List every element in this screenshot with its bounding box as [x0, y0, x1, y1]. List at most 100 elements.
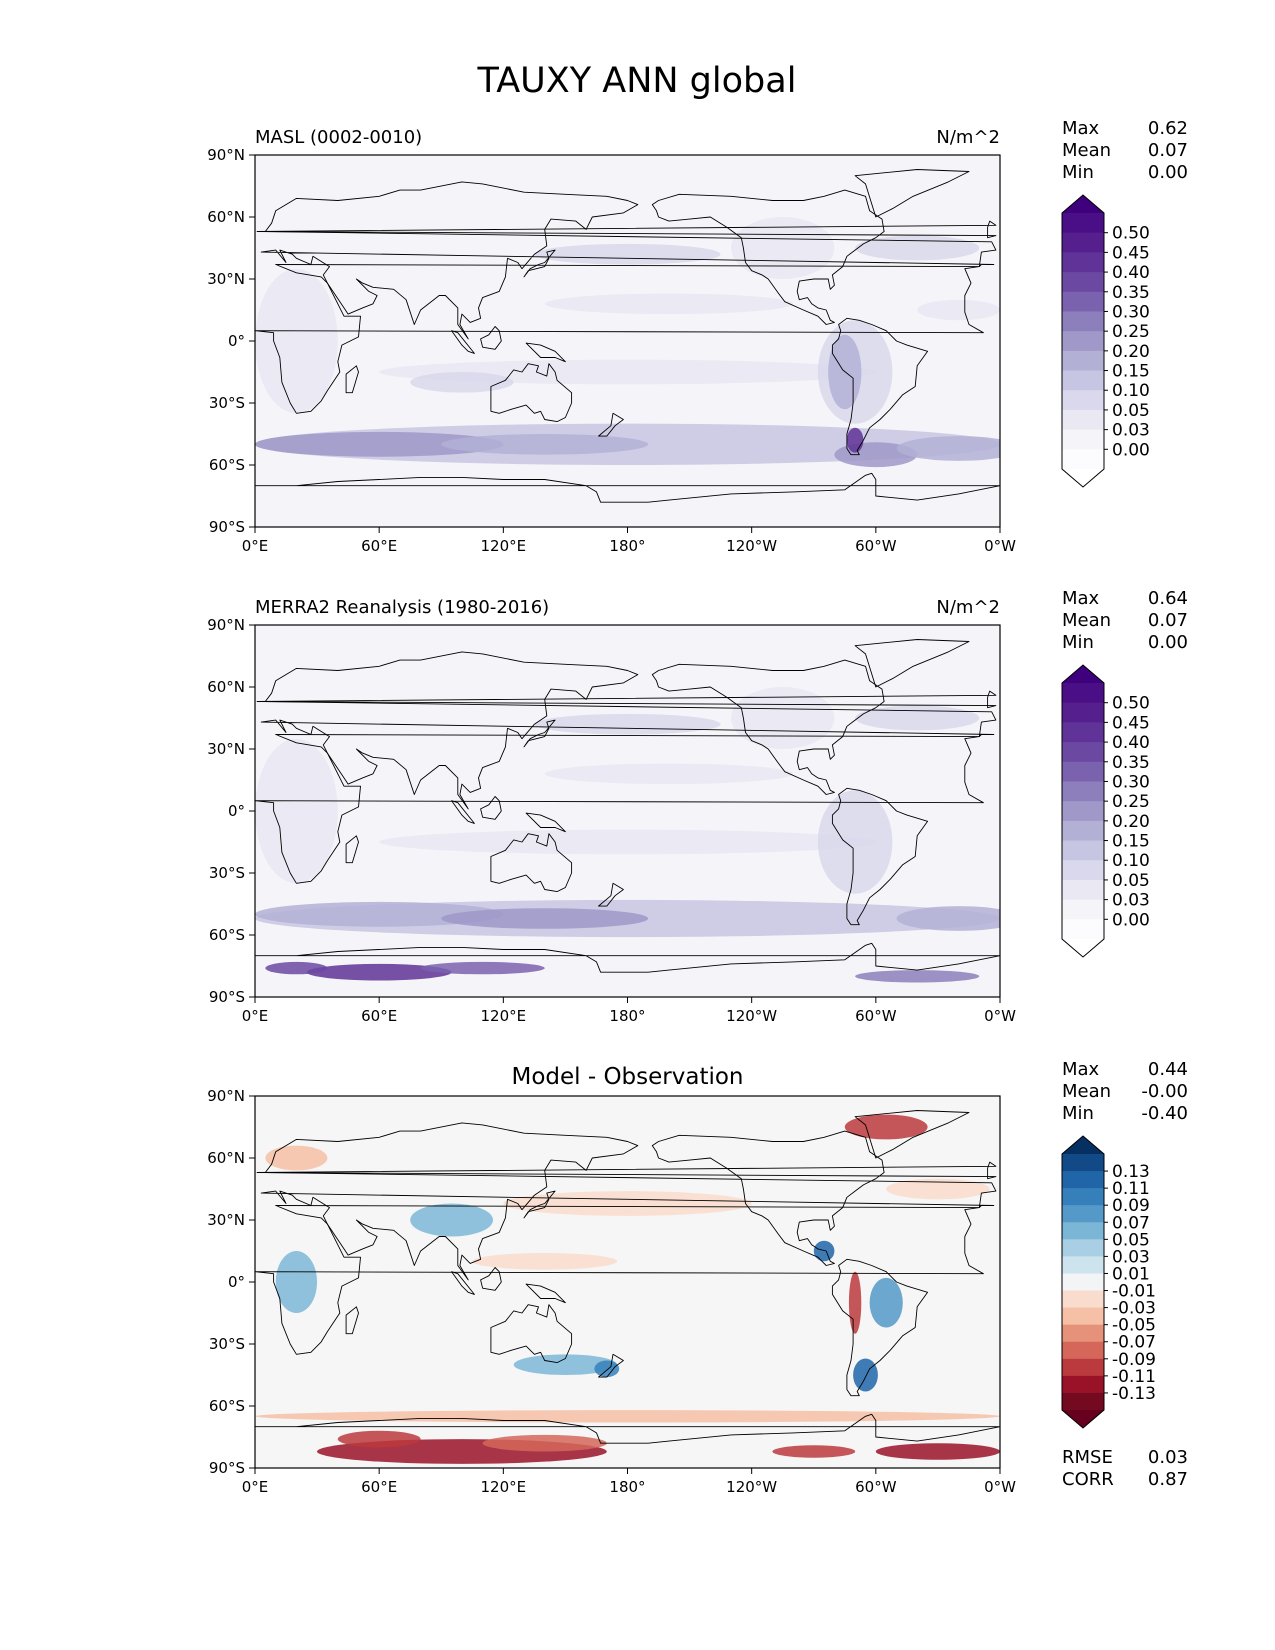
stat-value: 0.62: [1148, 118, 1188, 139]
field-contour: [917, 299, 1000, 321]
colorbar-segment: [1062, 761, 1104, 782]
colorbar-label: -0.03: [1112, 1299, 1156, 1319]
field-contour: [420, 961, 545, 975]
colorbar-label: 0.00: [1112, 910, 1150, 930]
coastline-new-guinea: [525, 812, 566, 833]
field-contours: [255, 206, 1000, 468]
coastlines: [255, 639, 1000, 973]
colorbar-segment: [1062, 1273, 1104, 1292]
coastline-uk: [256, 690, 997, 709]
colorbar-segment: [1062, 683, 1104, 704]
x-tick-label: 120°E: [481, 1007, 527, 1025]
field-contour: [255, 1410, 1000, 1423]
field-contour: [855, 705, 980, 731]
coastline-north-america: [651, 189, 885, 325]
field-contour: [482, 1434, 607, 1452]
colorbar-outline: [1061, 194, 1105, 488]
field-contour: [472, 1253, 618, 1270]
field-contour: [513, 1354, 618, 1375]
field-contour: [853, 1358, 878, 1392]
coastline-antarctica: [255, 942, 1000, 973]
colorbar-label: 0.10: [1112, 381, 1150, 401]
colorbar-label: 0.45: [1112, 713, 1150, 733]
stat-label: Min: [1062, 1103, 1094, 1124]
colorbar-label: 0.00: [1112, 440, 1150, 460]
colorbar-segment: [1062, 390, 1104, 411]
metric-label: RMSE: [1062, 1447, 1113, 1468]
colorbar-segment: [1062, 1239, 1104, 1257]
panel-title: MERRA2 Reanalysis (1980-2016): [255, 597, 549, 618]
field-contour: [896, 436, 1000, 461]
coastline-eurasia: [260, 1122, 997, 1281]
colorbar-label: -0.01: [1112, 1282, 1156, 1302]
colorbar-segment: [1062, 722, 1104, 743]
panel-units: N/m^2: [936, 597, 1000, 618]
field-contour: [846, 427, 864, 453]
colorbar-segment: [1062, 860, 1104, 881]
stat-value: 0.07: [1148, 610, 1188, 631]
metric-value: 0.03: [1148, 1447, 1188, 1468]
y-tick-label: 60°N: [207, 1149, 245, 1167]
colorbar-label: 0.05: [1112, 871, 1150, 891]
coastline-antarctica: [255, 1413, 1000, 1444]
stat-label: Mean: [1062, 610, 1111, 631]
coastline-sumatra: [451, 1271, 475, 1295]
field-contour: [379, 829, 876, 855]
coastline-uk: [256, 220, 997, 239]
field-contour: [255, 901, 504, 927]
colorbar-segment: [1062, 1290, 1104, 1309]
field-contour: [869, 1277, 903, 1328]
field-contour: [731, 217, 835, 279]
panel-title: Model - Observation: [511, 1064, 743, 1090]
coastline-new-zealand: [598, 1353, 624, 1378]
metric-value: 0.87: [1148, 1469, 1188, 1490]
y-tick-label: 60°S: [209, 926, 245, 944]
stat-value: 0.00: [1148, 162, 1188, 183]
coastline-greenland: [854, 1110, 970, 1159]
colorbar-segment: [1062, 820, 1104, 842]
colorbar-segment: [1062, 1171, 1104, 1189]
field-contour: [772, 1445, 856, 1458]
field-contour: [410, 372, 514, 393]
colorbar: 0.500.450.400.350.300.250.200.150.100.05…: [1061, 194, 1150, 488]
field-contour: [855, 970, 980, 983]
coastline-australia: [490, 363, 573, 423]
colorbar-segment: [1062, 1188, 1104, 1206]
field-contour: [317, 206, 525, 269]
y-tick-label: 30°S: [209, 394, 245, 412]
colorbar-label: -0.11: [1112, 1367, 1156, 1387]
x-tick-label: 120°W: [726, 1007, 777, 1025]
colorbar-outline: [1061, 664, 1105, 958]
panel-3: 0°E 60°E 120°E 180° 120°W 60°W 0°W 90°N 60°N 30°N…: [207, 1059, 1188, 1496]
x-tick-label: 60°W: [855, 1007, 897, 1025]
colorbar-segment: [1062, 1341, 1104, 1360]
field-contour: [441, 434, 649, 455]
stat-label: Mean: [1062, 140, 1111, 161]
colorbar-label: 0.11: [1112, 1179, 1150, 1199]
colorbar-label: 0.40: [1112, 733, 1150, 753]
coastline-north-america: [651, 659, 885, 795]
field-contours: [255, 676, 1000, 983]
field-contour: [813, 1240, 835, 1262]
field-contour: [544, 763, 794, 785]
colorbar-label: 0.50: [1112, 224, 1150, 244]
coastline-sumatra: [451, 800, 475, 824]
colorbar-segment: [1062, 1324, 1104, 1343]
colorbar-label: 0.03: [1112, 421, 1150, 441]
field-contour: [503, 1191, 752, 1216]
colorbar-segment: [1062, 1375, 1104, 1394]
colorbar-segment: [1062, 350, 1104, 372]
colorbar-segment: [1062, 252, 1104, 273]
stat-label: Min: [1062, 632, 1094, 653]
stat-value: 0.64: [1148, 588, 1188, 609]
coastline-madagascar: [345, 365, 359, 394]
colorbar-label: 0.09: [1112, 1196, 1150, 1216]
colorbar-segment: [1062, 781, 1104, 802]
colorbar-segment: [1062, 1256, 1104, 1274]
colorbar-label: 0.15: [1112, 832, 1150, 852]
colorbar-label: 0.40: [1112, 263, 1150, 283]
colorbar-segment: [1062, 899, 1104, 920]
colorbar-label: 0.20: [1112, 812, 1150, 832]
y-tick-label: 60°N: [207, 678, 245, 696]
